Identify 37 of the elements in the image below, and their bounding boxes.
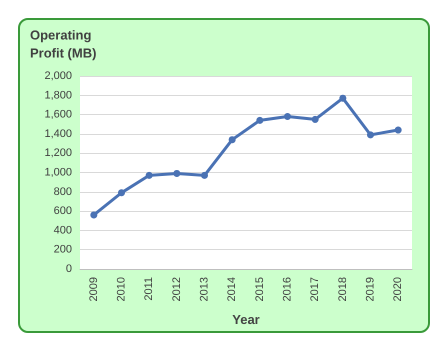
y-axis-title: Operating Profit (MB) [30,28,96,60]
y-tick-label: 600 [54,205,72,218]
point [367,131,374,138]
point [339,94,346,102]
y-tick-label: 0 [66,263,72,275]
point [90,211,98,218]
x-tick-label: 2013 [198,277,210,302]
point [394,126,402,134]
y-tick-label: 1,400 [44,128,72,140]
x-tick-label: 2015 [254,277,266,302]
y-tick-label: 2,000 [44,70,72,82]
x-tick-label: 2020 [392,277,404,302]
point [312,116,319,123]
point [118,189,125,196]
y-tick-label: 800 [54,186,72,198]
point [228,136,236,144]
y-tick-label: 200 [54,244,72,256]
point [173,170,180,177]
y-tick-label: 1,200 [44,147,72,160]
y-tick-label: 400 [54,224,72,236]
x-tick-label: 2017 [309,277,322,302]
x-tick-label: 2016 [282,277,294,302]
x-tick-label: 2019 [364,277,376,302]
y-tick-label: 1,800 [44,89,72,102]
y-tick-label: 1,000 [44,166,72,178]
x-tick-label: 2010 [116,277,128,302]
y-tick-label: 1,600 [44,108,72,121]
x-tick-label: 2012 [170,277,183,302]
point [284,113,291,120]
x-tick-label: 2009 [88,277,100,302]
x-axis-title: Year [232,312,260,327]
x-tick-label: 2014 [226,277,238,302]
point [256,116,264,124]
x-tick-label: 2011 [143,277,156,301]
x-tick-label: 2018 [336,277,349,302]
point [201,172,208,179]
point [146,172,153,179]
